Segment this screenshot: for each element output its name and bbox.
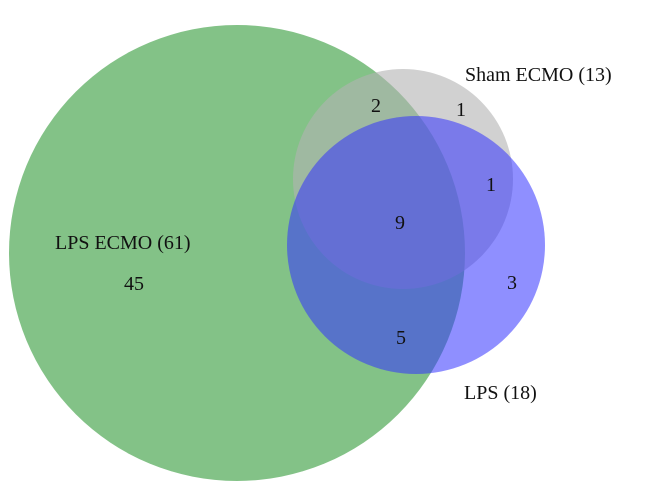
region-count-all-three: 9 — [395, 212, 405, 234]
region-count-lps-ecmo-only: 45 — [124, 273, 144, 295]
region-count-sham-lps: 1 — [486, 174, 496, 196]
region-count-sham-only: 1 — [456, 99, 466, 121]
region-count-lps-ecmo-sham: 2 — [371, 95, 381, 117]
lps-label: LPS (18) — [464, 382, 537, 404]
region-count-lps-ecmo-lps: 5 — [396, 327, 406, 349]
lps-ecmo-label: LPS ECMO (61) — [55, 232, 191, 254]
sham-ecmo-label: Sham ECMO (13) — [465, 64, 612, 86]
region-count-lps-only: 3 — [507, 272, 517, 294]
lps-circle — [287, 116, 545, 374]
